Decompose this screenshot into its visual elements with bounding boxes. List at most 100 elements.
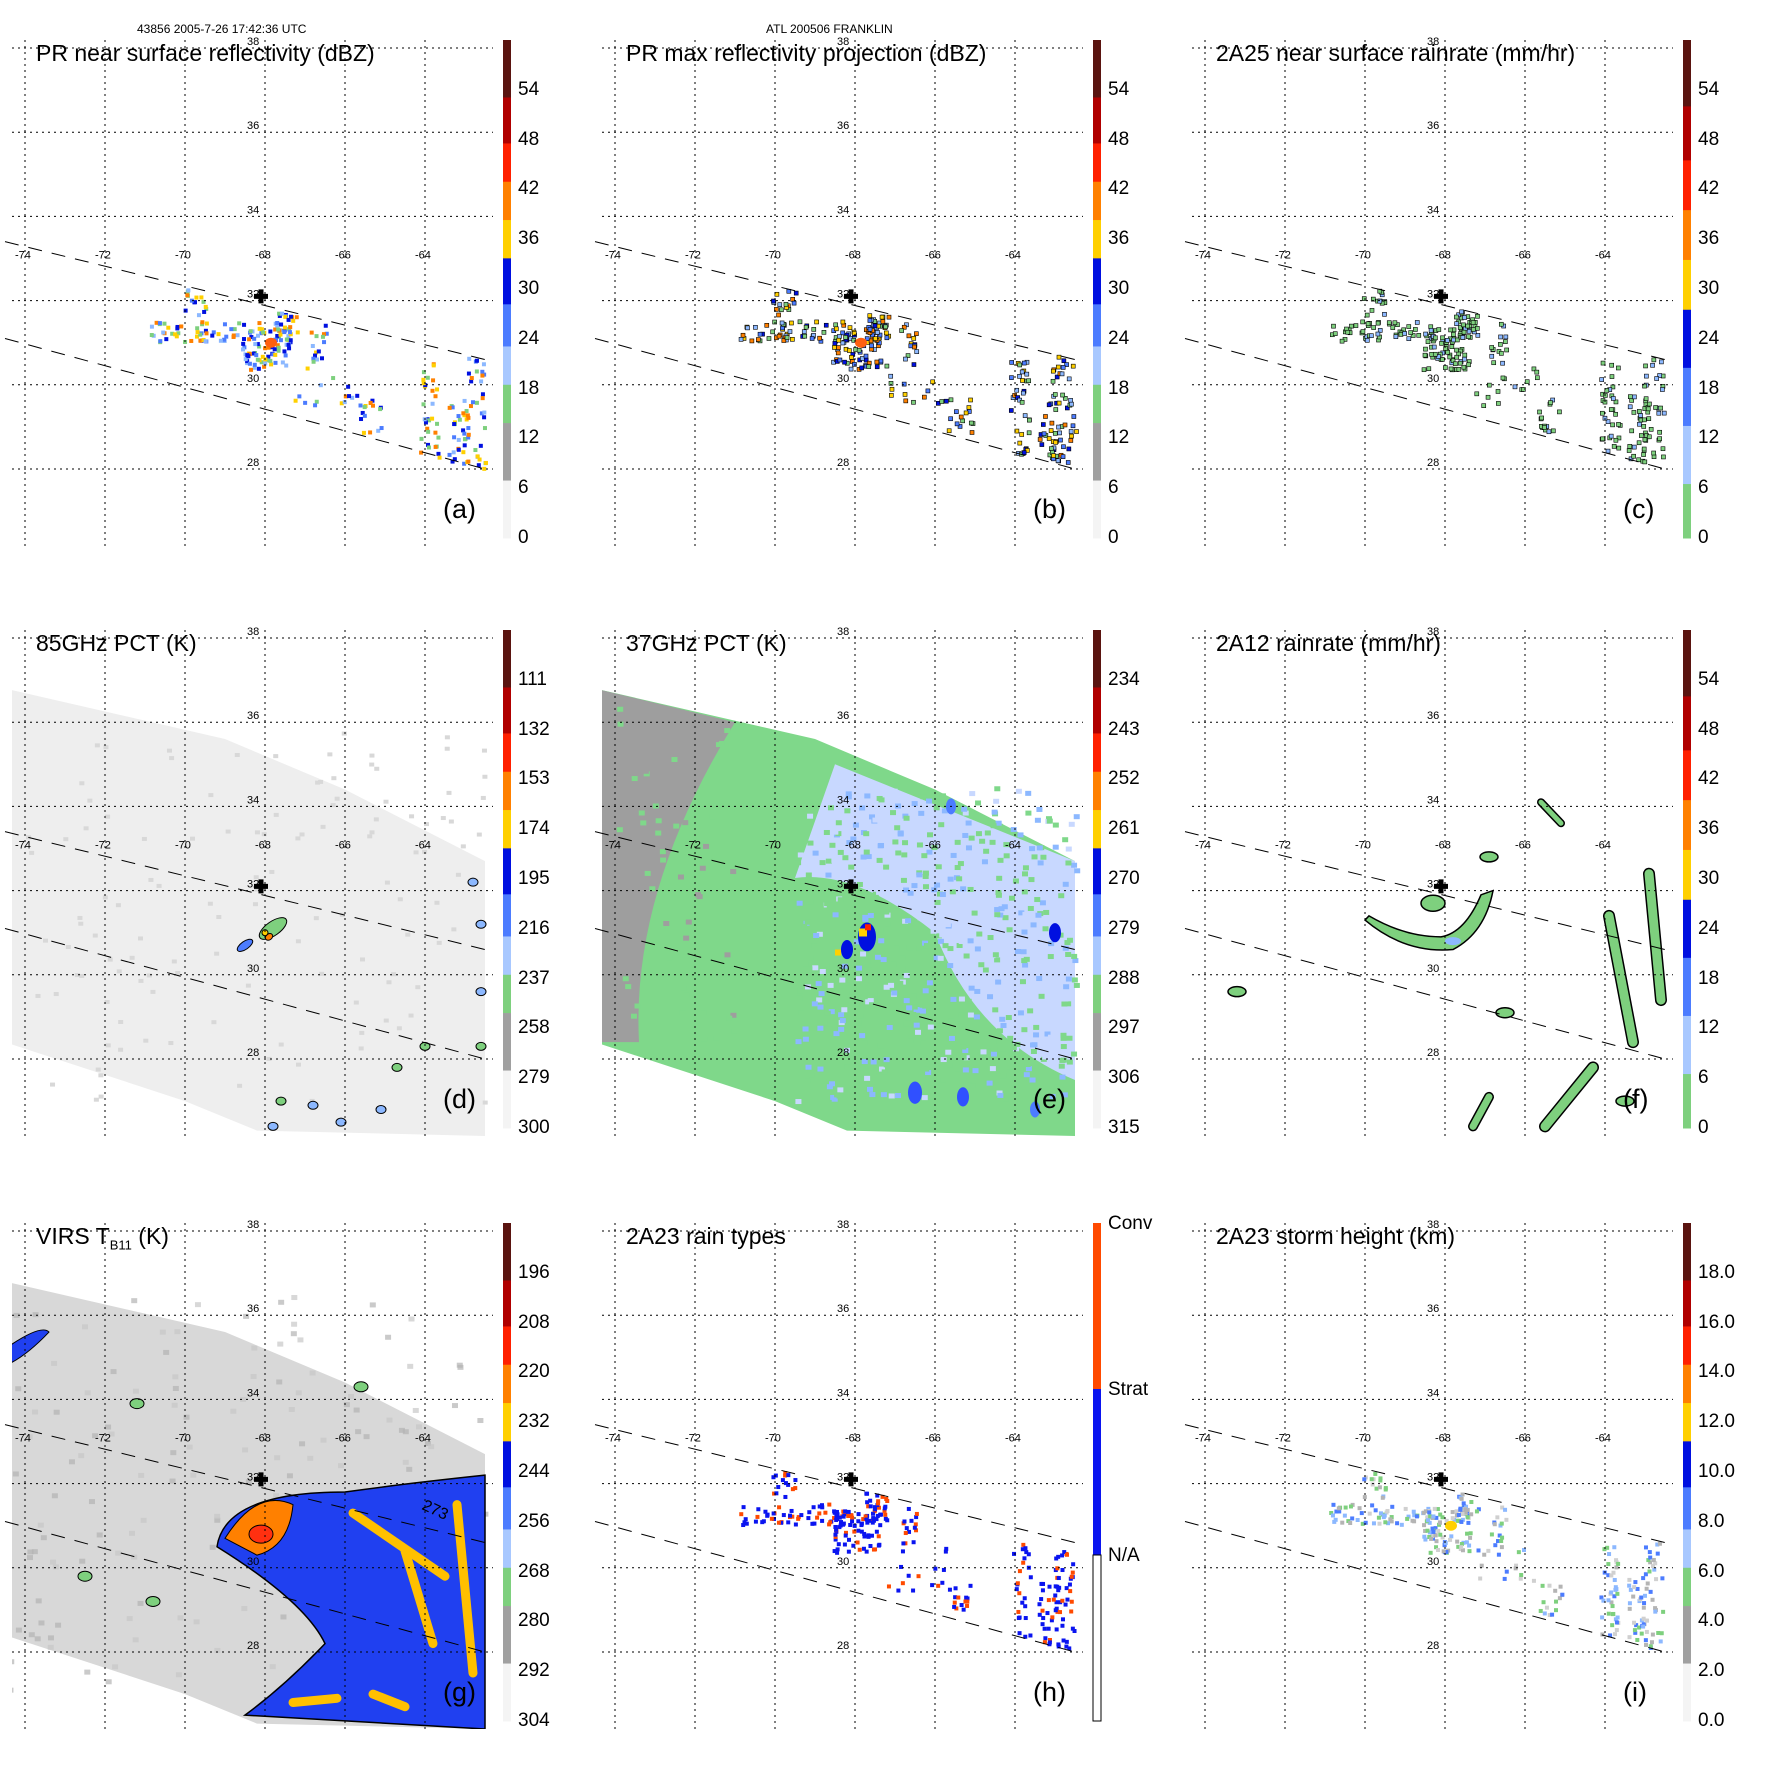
pixel bbox=[616, 827, 623, 833]
pixel bbox=[1497, 1533, 1502, 1538]
pixel bbox=[937, 938, 944, 944]
pixel bbox=[1643, 1545, 1648, 1550]
pixel bbox=[1636, 409, 1642, 414]
pixel bbox=[1017, 440, 1023, 446]
lat-tick-label: 28 bbox=[247, 1047, 259, 1059]
pixel bbox=[1020, 1547, 1025, 1552]
colorbar bbox=[1092, 1223, 1102, 1722]
pixel bbox=[817, 335, 822, 341]
pixel bbox=[232, 327, 237, 332]
pixel bbox=[1485, 394, 1491, 400]
pixel bbox=[35, 1598, 42, 1604]
pixel bbox=[476, 463, 481, 468]
pixel bbox=[1411, 1509, 1416, 1514]
rain-core bbox=[1445, 937, 1461, 946]
lon-tick-label: -70 bbox=[1355, 249, 1371, 261]
lon-tick-label: -72 bbox=[1275, 1432, 1291, 1444]
pixel bbox=[1627, 394, 1633, 399]
pixel bbox=[827, 1502, 832, 1507]
cold-cell bbox=[275, 1096, 287, 1106]
pixel bbox=[406, 1466, 413, 1472]
pixel bbox=[1558, 1584, 1563, 1589]
pixel bbox=[927, 1024, 934, 1030]
storm-center-marker bbox=[844, 1472, 858, 1487]
data-layer bbox=[1330, 288, 1667, 465]
pixel bbox=[479, 411, 484, 416]
pixel bbox=[1360, 1521, 1365, 1526]
pixel bbox=[1430, 1526, 1435, 1531]
pixel bbox=[1365, 321, 1371, 327]
pixel bbox=[1378, 1476, 1383, 1481]
pixel bbox=[1024, 1550, 1029, 1555]
pixel bbox=[1054, 1043, 1061, 1049]
colorbar-tick-label: 30 bbox=[1698, 868, 1720, 889]
pixel bbox=[1425, 1515, 1430, 1520]
pixel bbox=[235, 333, 240, 338]
cold-cell bbox=[957, 1087, 969, 1107]
pixel bbox=[320, 1437, 327, 1443]
pixel bbox=[777, 1505, 782, 1510]
pixel bbox=[249, 335, 254, 340]
pixel bbox=[198, 332, 203, 337]
pixel bbox=[960, 1044, 967, 1050]
pixel bbox=[116, 969, 122, 974]
pixel bbox=[793, 1486, 798, 1491]
pixel bbox=[872, 323, 878, 329]
pixel bbox=[129, 1530, 136, 1536]
pixel bbox=[12, 1687, 14, 1693]
pixel bbox=[1461, 1501, 1466, 1506]
pixel bbox=[1021, 929, 1028, 935]
pixel bbox=[189, 298, 194, 303]
pixel bbox=[1068, 429, 1074, 434]
panel-title: 2A23 storm height (km) bbox=[1216, 1223, 1456, 1249]
pixel bbox=[1611, 1570, 1616, 1575]
pixel bbox=[907, 890, 914, 896]
pixel bbox=[1432, 1506, 1437, 1511]
colorbar-tick-label: 268 bbox=[518, 1560, 550, 1582]
pixel bbox=[254, 887, 260, 892]
cold-cell bbox=[267, 1121, 279, 1131]
pixel bbox=[1416, 333, 1422, 338]
pixel bbox=[1443, 1541, 1448, 1546]
pixel bbox=[1037, 1612, 1042, 1617]
pixel bbox=[1342, 1513, 1347, 1518]
pixel bbox=[1538, 1608, 1543, 1613]
pixel bbox=[832, 1509, 837, 1514]
lon-tick-label: -64 bbox=[1595, 839, 1611, 851]
pixel bbox=[1457, 325, 1463, 330]
pixel bbox=[916, 1574, 921, 1579]
pixel bbox=[156, 883, 162, 888]
pixel bbox=[482, 410, 487, 415]
pixel bbox=[98, 1073, 104, 1078]
cloud-cell bbox=[145, 1595, 161, 1607]
rain-cell bbox=[1227, 985, 1247, 998]
pixel bbox=[823, 962, 830, 968]
pixel bbox=[916, 1007, 923, 1013]
pixel bbox=[26, 1434, 33, 1440]
pixel bbox=[1560, 1592, 1565, 1597]
cold-cell bbox=[335, 1117, 347, 1127]
pixel bbox=[1656, 410, 1662, 416]
orbit-timestamp: 43856 2005-7-26 17:42:36 UTC bbox=[137, 22, 307, 36]
pixel bbox=[361, 430, 366, 435]
pixel bbox=[172, 1385, 179, 1391]
pixel bbox=[1047, 1584, 1052, 1589]
pixel bbox=[817, 1025, 824, 1031]
pixel bbox=[1469, 1512, 1474, 1517]
pixel bbox=[807, 955, 814, 961]
pixel bbox=[863, 831, 870, 837]
lon-tick-label: -70 bbox=[765, 1432, 781, 1444]
pixel bbox=[956, 876, 963, 882]
pixel bbox=[451, 927, 457, 932]
pixel bbox=[1020, 390, 1026, 396]
pixel bbox=[906, 945, 913, 951]
pixel bbox=[169, 756, 175, 761]
pixel bbox=[415, 1424, 422, 1430]
pixel bbox=[1438, 1512, 1443, 1517]
pixel bbox=[1641, 446, 1647, 452]
pixel bbox=[47, 1644, 54, 1650]
pixel bbox=[93, 1097, 99, 1102]
pixel bbox=[198, 338, 203, 343]
